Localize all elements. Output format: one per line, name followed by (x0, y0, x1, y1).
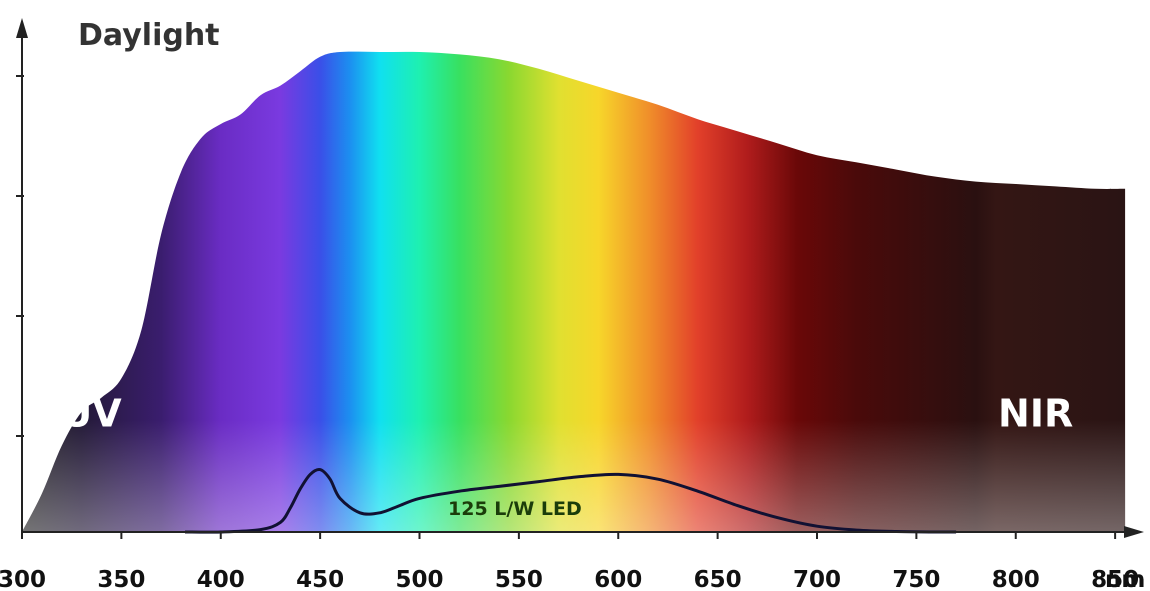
led-series-label: 125 L/W LED (448, 498, 582, 520)
annotations: UV NIR (61, 391, 1073, 435)
x-axis-ticks: 300 350 400 450 500 550 600 650 700 750 800 850 (0, 532, 1139, 591)
x-tick-label: 400 (197, 567, 245, 591)
axes: 300 350 400 450 500 550 600 650 700 750 800 850 (0, 18, 1144, 591)
x-tick-label: 850 (1091, 567, 1139, 591)
x-tick-label: 600 (594, 567, 642, 591)
x-axis-arrow-icon (1124, 526, 1144, 538)
daylight-area-glow (22, 51, 1126, 533)
x-unit-label: nm (1105, 567, 1145, 591)
x-tick-label: 700 (793, 567, 841, 591)
annotation-nir: NIR (998, 391, 1073, 435)
x-tick-label: 450 (296, 567, 344, 591)
y-axis-arrow-icon (16, 18, 28, 38)
x-tick-label: 750 (892, 567, 940, 591)
x-tick-label: 500 (395, 567, 443, 591)
x-tick-label: 650 (694, 567, 742, 591)
x-tick-label: 300 (0, 567, 46, 591)
led-spectrum-line (184, 467, 957, 534)
led-curve-layer: 125 L/W LED (184, 467, 957, 534)
chart-title: Daylight (78, 18, 220, 53)
x-tick-label: 550 (495, 567, 543, 591)
x-unit-label-group: nm (1105, 567, 1145, 591)
x-tick-label: 800 (992, 567, 1040, 591)
y-axis-ticks (16, 75, 24, 437)
annotation-uv: UV (61, 391, 122, 435)
daylight-area-layer (22, 51, 1126, 533)
x-tick-label: 350 (97, 567, 145, 591)
